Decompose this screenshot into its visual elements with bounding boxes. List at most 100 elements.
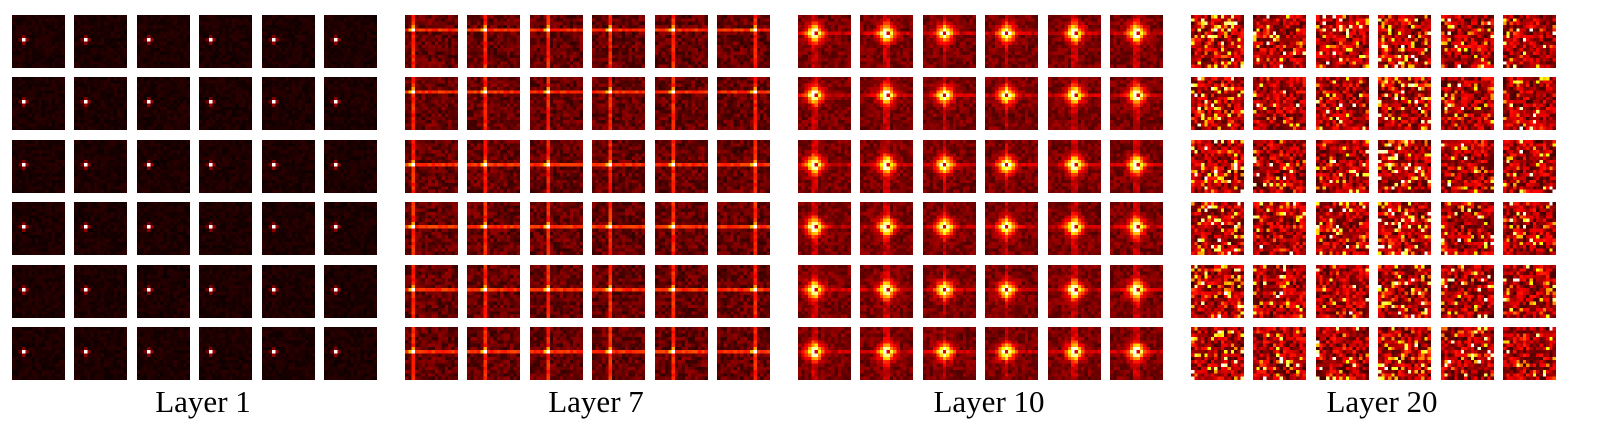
heatmap-cell <box>1253 15 1306 68</box>
heatmap-cell <box>1378 15 1431 68</box>
heatmap-cell <box>860 202 913 255</box>
heatmap-cell <box>467 140 520 193</box>
heatmap-cell <box>1048 327 1101 380</box>
heatmap-cell <box>1503 140 1556 193</box>
heatmap-cell <box>923 202 976 255</box>
heatmap-cell <box>1253 265 1306 318</box>
heatmap-cell <box>860 140 913 193</box>
heatmap-cell <box>405 15 458 68</box>
heatmap-cell <box>1441 202 1494 255</box>
heatmap-cell <box>199 265 252 318</box>
heatmap-cell <box>985 265 1038 318</box>
heatmap-cell <box>655 202 708 255</box>
heatmap-cell <box>1503 15 1556 68</box>
heatmap-cell <box>860 327 913 380</box>
heatmap-cell <box>717 15 770 68</box>
heatmap-cell <box>1110 265 1163 318</box>
heatmap-cell <box>137 77 190 130</box>
heatmap-cell <box>74 77 127 130</box>
heatmap-cell <box>1191 15 1244 68</box>
heatmap-cell <box>923 140 976 193</box>
heatmap-cell <box>985 202 1038 255</box>
heatmap-cell <box>860 265 913 318</box>
layer-7-label: Layer 7 <box>405 384 787 420</box>
heatmap-cell <box>1316 15 1369 68</box>
heatmap-cell <box>798 15 851 68</box>
heatmap-cell <box>1048 265 1101 318</box>
heatmap-cell <box>923 77 976 130</box>
heatmap-cell <box>324 202 377 255</box>
heatmap-cell <box>717 140 770 193</box>
heatmap-cell <box>1441 327 1494 380</box>
heatmap-cell <box>1503 265 1556 318</box>
heatmap-cell <box>199 15 252 68</box>
heatmap-cell <box>12 202 65 255</box>
heatmap-cell <box>405 77 458 130</box>
heatmap-cell <box>324 77 377 130</box>
heatmap-cell <box>530 265 583 318</box>
heatmap-cell <box>1191 77 1244 130</box>
heatmap-cell <box>1191 265 1244 318</box>
heatmap-cell <box>467 77 520 130</box>
heatmap-cell <box>74 140 127 193</box>
heatmap-cell <box>467 15 520 68</box>
heatmap-cell <box>1378 327 1431 380</box>
heatmap-cell <box>74 327 127 380</box>
heatmap-cell <box>592 140 645 193</box>
layer-10-label: Layer 10 <box>798 384 1180 420</box>
heatmap-cell <box>1110 327 1163 380</box>
heatmap-cell <box>1048 15 1101 68</box>
heatmap-cell <box>74 202 127 255</box>
heatmap-cell <box>1441 140 1494 193</box>
heatmap-cell <box>655 265 708 318</box>
heatmap-cell <box>1191 140 1244 193</box>
heatmap-cell <box>324 140 377 193</box>
heatmap-cell <box>655 327 708 380</box>
heatmap-cell <box>199 327 252 380</box>
heatmap-cell <box>1253 327 1306 380</box>
heatmap-cell <box>405 327 458 380</box>
heatmap-cell <box>1316 265 1369 318</box>
heatmap-cell <box>262 77 315 130</box>
heatmap-cell <box>12 327 65 380</box>
heatmap-cell <box>137 15 190 68</box>
heatmap-cell <box>137 140 190 193</box>
heatmap-cell <box>1378 140 1431 193</box>
layer-7-panel: Layer 7 <box>405 0 787 445</box>
heatmap-cell <box>324 15 377 68</box>
heatmap-cell <box>199 77 252 130</box>
layer-20-label: Layer 20 <box>1191 384 1573 420</box>
heatmap-cell <box>655 140 708 193</box>
heatmap-cell <box>467 327 520 380</box>
heatmap-cell <box>530 140 583 193</box>
heatmap-cell <box>12 265 65 318</box>
heatmap-cell <box>985 15 1038 68</box>
heatmap-cell <box>262 265 315 318</box>
heatmap-cell <box>592 327 645 380</box>
heatmap-cell <box>923 15 976 68</box>
heatmap-cell <box>1048 77 1101 130</box>
heatmap-cell <box>1503 77 1556 130</box>
heatmap-cell <box>860 77 913 130</box>
heatmap-cell <box>717 202 770 255</box>
heatmap-cell <box>405 140 458 193</box>
heatmap-cell <box>137 327 190 380</box>
heatmap-cell <box>262 15 315 68</box>
heatmap-cell <box>137 265 190 318</box>
heatmap-cell <box>1110 140 1163 193</box>
heatmap-cell <box>985 327 1038 380</box>
heatmap-cell <box>74 15 127 68</box>
heatmap-cell <box>1316 327 1369 380</box>
heatmap-cell <box>74 265 127 318</box>
heatmap-cell <box>798 77 851 130</box>
heatmap-cell <box>1316 77 1369 130</box>
heatmap-cell <box>1503 327 1556 380</box>
heatmap-cell <box>860 15 913 68</box>
heatmap-cell <box>1253 140 1306 193</box>
layer-1-panel: Layer 1 <box>12 0 394 445</box>
heatmap-cell <box>923 327 976 380</box>
heatmap-cell <box>1441 15 1494 68</box>
heatmap-cell <box>1503 202 1556 255</box>
heatmap-cell <box>1048 202 1101 255</box>
heatmap-cell <box>530 15 583 68</box>
